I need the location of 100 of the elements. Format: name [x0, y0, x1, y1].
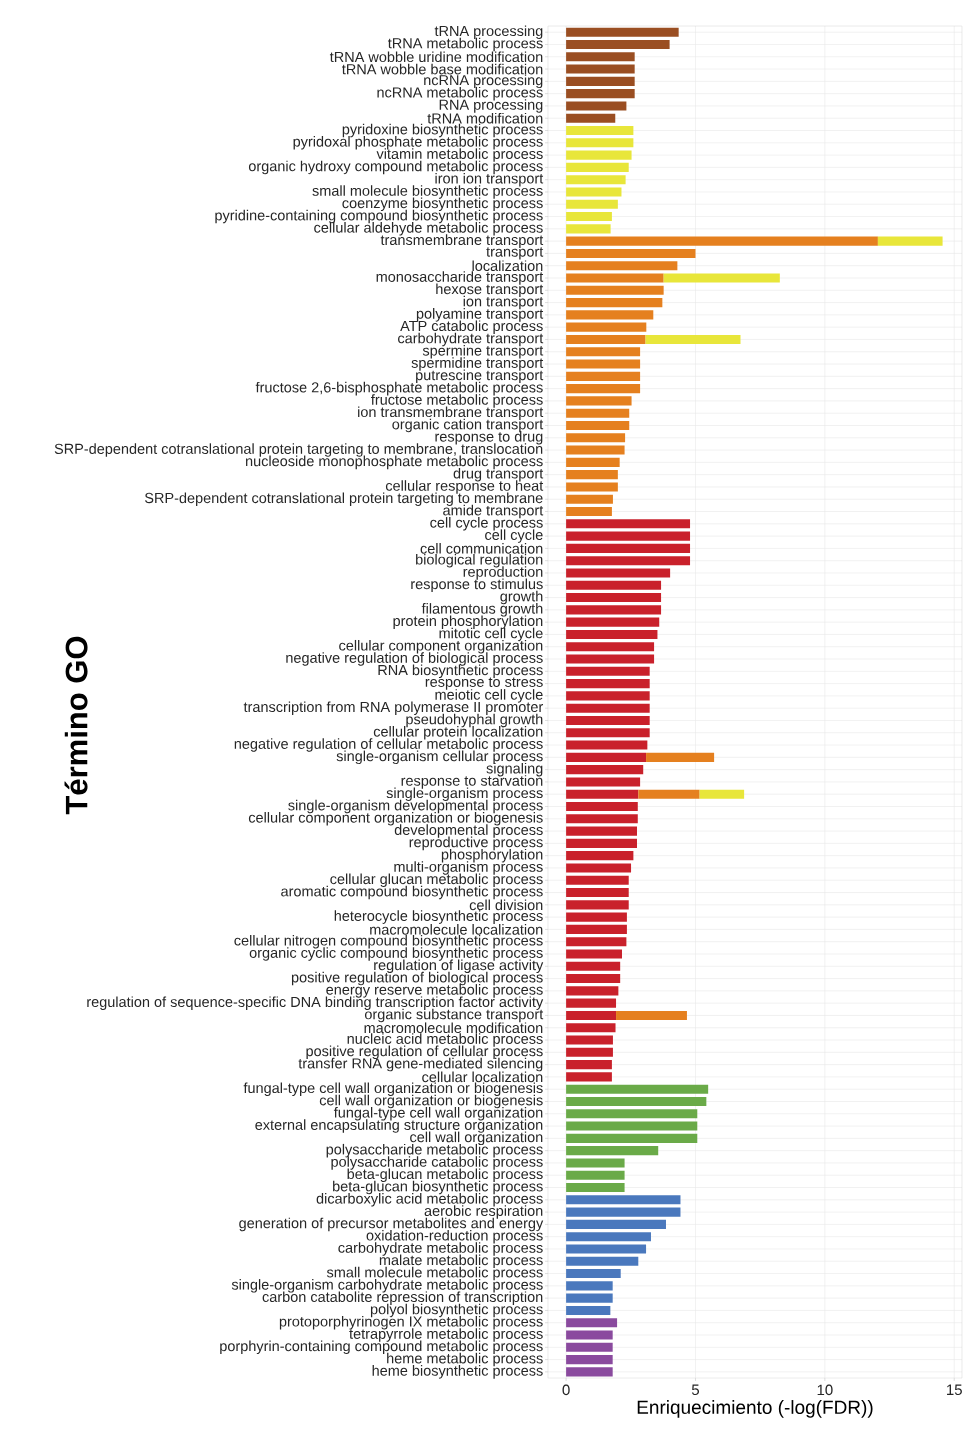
bar	[566, 752, 647, 762]
bar	[566, 1281, 613, 1291]
bar	[566, 863, 632, 873]
y-tick-label: transmembrane transport	[380, 234, 544, 248]
y-tick-label: cell cycle	[485, 529, 543, 543]
bar	[566, 1355, 613, 1365]
bar	[566, 617, 660, 627]
bar	[566, 654, 655, 664]
bar	[566, 322, 647, 332]
y-tick-label: spermidine transport	[411, 357, 544, 371]
y-tick-label: cell cycle process	[430, 517, 543, 531]
bar	[566, 89, 635, 99]
y-tick-label: polyamine transport	[416, 308, 544, 322]
y-tick-label: nucleoside monophosphate metabolic process	[246, 455, 543, 470]
bar	[566, 1293, 613, 1303]
x-tick-label: 15	[947, 1384, 962, 1396]
bar	[566, 1133, 698, 1143]
bar	[566, 531, 691, 541]
bar	[566, 1146, 659, 1156]
bar	[645, 334, 741, 344]
x-tick-label: 5	[691, 1384, 700, 1396]
bar	[566, 1121, 698, 1131]
bar	[566, 851, 634, 861]
bar	[566, 1342, 613, 1352]
x-axis-title: Enriquecimiento (-log(FDR))	[637, 1400, 873, 1418]
bar	[699, 789, 745, 799]
bar	[566, 642, 655, 652]
bar	[566, 1109, 698, 1119]
bar	[566, 765, 644, 775]
bar	[566, 1244, 647, 1254]
bar	[566, 593, 662, 603]
x-tick-label: 10	[817, 1384, 833, 1396]
bar	[566, 568, 671, 578]
bar	[566, 384, 641, 394]
bar	[566, 814, 638, 824]
bar	[566, 248, 696, 258]
bar	[566, 420, 630, 431]
y-tick-label: localization	[472, 260, 543, 272]
bar	[566, 445, 625, 455]
bar	[566, 1305, 611, 1315]
bar	[566, 740, 648, 750]
bar	[566, 113, 616, 123]
bar	[566, 888, 629, 898]
bar	[566, 728, 650, 738]
bar	[877, 236, 943, 246]
bar	[566, 998, 617, 1008]
y-tick-label: transfer RNA gene-mediated silencing	[298, 1057, 543, 1072]
y-tick-label: cellular component organization or biogenesis	[248, 812, 543, 826]
bar	[566, 543, 691, 553]
bar	[566, 1269, 621, 1279]
y-tick-label: heme biosynthetic process	[372, 1365, 543, 1379]
y-tick-label: tRNA wobble uridine modification	[329, 51, 543, 63]
bar	[566, 961, 621, 971]
bar	[566, 1170, 625, 1180]
y-tick-label: transport	[486, 247, 544, 260]
bar	[566, 64, 635, 74]
y-tick-label: RNA processing	[439, 99, 543, 113]
y-tick-label: carbon catabolite repression of transcription	[262, 1291, 543, 1305]
bar	[566, 519, 691, 529]
bar	[566, 138, 634, 148]
bar	[566, 556, 691, 566]
bar	[566, 986, 619, 996]
y-tick-label: macromolecule localization	[370, 924, 543, 935]
bar	[566, 1060, 612, 1070]
bar	[566, 629, 658, 639]
bar	[566, 826, 637, 836]
y-axis-title: Término GO	[64, 636, 88, 815]
bar	[566, 101, 627, 111]
y-tick-label: regulation of sequence-specific DNA binding transcription factor activity	[87, 996, 544, 1010]
bar	[566, 1035, 613, 1045]
bar	[566, 39, 670, 50]
y-tick-label: macromolecule modification	[364, 1022, 543, 1034]
x-tick-label: 0	[562, 1384, 570, 1396]
bar	[566, 310, 654, 320]
bar	[566, 125, 634, 136]
y-tick-label: fungal-type cell wall organization	[333, 1107, 543, 1121]
bar	[566, 838, 637, 848]
y-tick-label: signaling	[486, 762, 543, 777]
y-tick-label: single-organism process	[386, 787, 543, 801]
bar	[566, 298, 663, 308]
bar	[566, 875, 629, 885]
bar	[566, 900, 629, 910]
bar	[566, 1084, 709, 1094]
bar	[566, 408, 630, 418]
bar	[566, 949, 622, 959]
y-tick-label: phosphorylation	[441, 848, 543, 863]
bar	[566, 1219, 666, 1229]
bar	[566, 1232, 651, 1242]
y-tick-label: mitotic cell cycle	[439, 627, 543, 642]
bar	[566, 1256, 639, 1266]
bar	[566, 175, 626, 185]
bar	[566, 261, 678, 271]
y-tick-label: cell communication	[420, 543, 543, 554]
bar	[566, 236, 878, 246]
bar	[566, 974, 621, 984]
bar	[566, 334, 646, 344]
y-tick-label: heterocycle biosynthetic process	[334, 910, 543, 924]
bar	[566, 273, 664, 283]
bar	[566, 162, 629, 172]
bar	[566, 1207, 681, 1217]
